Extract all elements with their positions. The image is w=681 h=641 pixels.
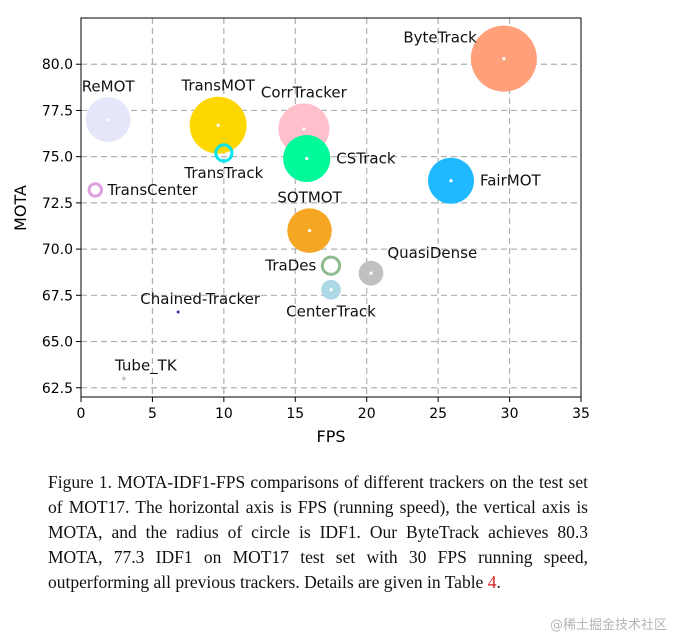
label-fairmot: FairMOT: [480, 172, 542, 190]
watermark-text: @稀土掘金技术社区: [549, 618, 667, 633]
caption-text: Figure 1. MOTA-IDF1-FPS comparisons of d…: [48, 472, 588, 592]
y-tick-label: 62.5: [42, 381, 73, 397]
bubble-center-transmot: [216, 123, 220, 127]
x-tick-label: 35: [572, 406, 590, 422]
y-tick-label: 65.0: [42, 335, 73, 351]
x-axis-label: FPS: [316, 427, 345, 446]
bubble-center-quasidense: [369, 271, 373, 275]
bubble-center-centertrack: [329, 288, 333, 292]
x-axis-ticks: 0 5 10 15 20 25 30 35: [77, 397, 590, 422]
bubble-transcenter: [87, 182, 104, 198]
point-labels: ByteTrack ReMOT TransMOT CorrTracker TransTr…: [82, 29, 542, 376]
y-tick-label: 67.5: [42, 288, 73, 304]
bubble-tube-tk: [121, 376, 126, 381]
y-tick-label: 77.5: [42, 103, 73, 119]
x-tick-label: 0: [77, 406, 86, 422]
mota-fps-scatter-chart: 0 5 10 15 20 25 30 35 62.5 65.0 67.5 70.0 72.5 75.0 7…: [11, 17, 590, 446]
label-transmot: TransMOT: [180, 77, 255, 95]
figure-caption: Figure 1. MOTA-IDF1-FPS comparisons of d…: [48, 470, 588, 595]
label-quasidense: QuasiDense: [387, 244, 477, 262]
x-tick-label: 30: [501, 406, 519, 422]
bubble-chained-tracker: [176, 310, 180, 314]
label-cstrack: CSTrack: [336, 150, 396, 168]
label-sotmot: SOTMOT: [277, 188, 342, 206]
plot-border: [80, 17, 582, 398]
x-tick-label: 10: [215, 406, 233, 422]
label-remot: ReMOT: [82, 77, 136, 95]
y-tick-label: 72.5: [42, 196, 73, 212]
x-tick-label: 20: [358, 406, 376, 422]
bubble-center-fairmot: [449, 179, 453, 183]
bubble-center-bytetrack: [502, 57, 506, 61]
caption-end: .: [496, 572, 501, 592]
bubble-center-cstrack: [305, 156, 309, 161]
table-reference-link[interactable]: 4: [487, 572, 497, 592]
y-tick-label: 70.0: [42, 242, 73, 258]
bubble-trades: [320, 255, 342, 276]
x-tick-label: 15: [286, 406, 304, 422]
bubble-center-sotmot: [307, 229, 312, 233]
y-tick-label: 80.0: [42, 57, 73, 73]
label-transtrack: TransTrack: [183, 164, 263, 182]
label-centertrack: CenterTrack: [286, 303, 376, 321]
y-tick-label: 75.0: [42, 150, 73, 166]
bubble-transtrack: [214, 143, 234, 163]
label-bytetrack: ByteTrack: [403, 29, 477, 47]
label-trades: TraDes: [264, 257, 316, 275]
x-tick-label: 5: [148, 406, 157, 422]
label-transcenter: TransCenter: [107, 181, 199, 199]
y-axis-ticks: 62.5 65.0 67.5 70.0 72.5 75.0 77.5 80.0: [42, 57, 81, 397]
label-corrtracker: CorrTracker: [261, 83, 348, 101]
bubble-layer: [85, 25, 537, 381]
y-axis-label: MOTA: [11, 185, 30, 231]
x-tick-label: 25: [429, 406, 447, 422]
label-chained-tracker: Chained-Tracker: [140, 290, 261, 308]
axes-frame: [80, 17, 582, 398]
grid-lines: [81, 18, 581, 397]
label-tube-tk: Tube_TK: [114, 357, 178, 376]
bubble-center-remot: [106, 118, 110, 122]
bubble-center-corrtracker: [302, 127, 306, 131]
